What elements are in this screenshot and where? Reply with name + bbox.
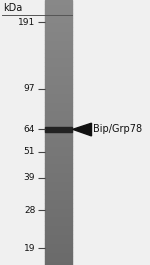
Bar: [45, 243, 72, 247]
Bar: [45, 177, 72, 181]
Bar: [45, 181, 72, 185]
Bar: [45, 124, 72, 128]
Bar: [45, 203, 72, 207]
Bar: [45, 80, 72, 84]
Bar: [45, 137, 72, 141]
Bar: [45, 207, 72, 212]
Text: 64: 64: [24, 125, 35, 134]
Bar: [45, 225, 72, 230]
Bar: [45, 97, 72, 101]
Bar: [45, 168, 72, 172]
Bar: [45, 111, 72, 115]
Bar: [45, 190, 72, 194]
Bar: [45, 194, 72, 199]
Bar: [45, 146, 72, 150]
Bar: [45, 115, 72, 119]
Bar: [45, 58, 72, 62]
Bar: [45, 230, 72, 234]
Bar: [45, 159, 72, 164]
Polygon shape: [73, 123, 92, 136]
Text: kDa: kDa: [3, 3, 22, 13]
Bar: [45, 128, 72, 132]
Bar: [45, 106, 72, 111]
Text: 39: 39: [24, 173, 35, 182]
Bar: [45, 93, 72, 97]
Bar: [45, 5, 72, 9]
Bar: [45, 35, 72, 40]
Bar: [45, 172, 72, 177]
Bar: [45, 154, 72, 159]
Bar: [45, 48, 72, 53]
Bar: [45, 141, 72, 146]
Bar: [45, 186, 72, 190]
Bar: [45, 217, 72, 221]
Bar: [45, 199, 72, 203]
Text: 19: 19: [24, 244, 35, 253]
Bar: [45, 53, 72, 58]
Bar: [45, 88, 72, 93]
Bar: [45, 66, 72, 71]
Bar: [45, 234, 72, 238]
Bar: [45, 18, 72, 22]
Text: Bip/Grp78: Bip/Grp78: [93, 124, 142, 134]
Bar: [45, 247, 72, 252]
Bar: [45, 101, 72, 106]
Bar: [45, 238, 72, 243]
Bar: [45, 26, 72, 31]
Bar: [45, 75, 72, 80]
Bar: [45, 40, 72, 44]
Text: 97: 97: [24, 84, 35, 93]
Bar: [45, 132, 72, 137]
Bar: [45, 164, 72, 168]
Bar: [45, 256, 72, 260]
Bar: [45, 31, 72, 35]
Bar: [45, 0, 72, 5]
Text: 191: 191: [18, 18, 35, 27]
Bar: [45, 212, 72, 217]
Bar: [45, 13, 72, 18]
Bar: [45, 119, 72, 124]
Text: 51: 51: [24, 147, 35, 156]
Bar: [45, 84, 72, 88]
Bar: [45, 9, 72, 13]
Bar: [45, 252, 72, 256]
Bar: [45, 22, 72, 26]
Bar: [45, 71, 72, 75]
Bar: [45, 221, 72, 225]
Bar: [45, 260, 72, 265]
Bar: [45, 62, 72, 66]
Text: 28: 28: [24, 206, 35, 215]
Bar: [45, 44, 72, 48]
Bar: [45, 150, 72, 154]
Bar: [45, 127, 72, 131]
